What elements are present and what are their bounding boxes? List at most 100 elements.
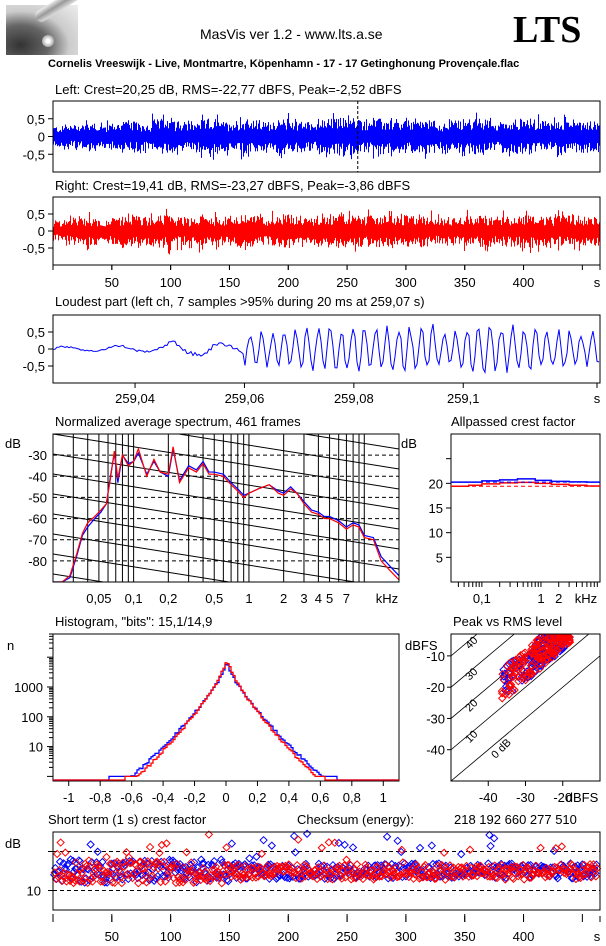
st-point-right — [479, 866, 489, 875]
pvr-point-right — [504, 690, 514, 699]
st-point-right — [145, 842, 155, 852]
st-point-right — [122, 848, 131, 857]
st-ytick-label: 10 — [27, 884, 41, 899]
pvr-point-left — [499, 672, 508, 681]
allpassed-xlabel: kHz — [575, 591, 597, 606]
histogram-xtick-label: -0,4 — [152, 790, 174, 805]
time-tick-label: 100 — [160, 275, 182, 290]
pvr-point-right — [526, 648, 536, 658]
pvr-point-right — [525, 666, 535, 676]
spectrum-ytick-label: -60 — [28, 512, 47, 527]
st-point-right — [227, 872, 236, 881]
spectrum-xtick-label: 7 — [343, 591, 350, 606]
st-point-right — [234, 860, 243, 870]
pvr-point-right — [543, 650, 552, 660]
st-point-right — [410, 870, 419, 879]
peak-vs-rms-title: Peak vs RMS level — [453, 614, 563, 629]
pvr-point-right — [550, 636, 559, 645]
st-point-left — [61, 865, 71, 874]
pvr-point-right — [527, 645, 536, 654]
st-point-right — [257, 849, 267, 858]
histogram-title: Histogram, "bits": 15,1/14,9 — [55, 614, 213, 629]
pvr-xtick-label: -30 — [516, 790, 535, 805]
spectrum-xtick-label: 0,05 — [86, 591, 111, 606]
spectrum-slope-line — [53, 714, 399, 769]
st-xtick-label: 200 — [277, 929, 299, 944]
st-point-right — [403, 869, 412, 878]
st-point-right — [510, 862, 519, 871]
st-point-right — [110, 878, 119, 887]
histogram-xtick-label: 0 — [222, 790, 229, 805]
st-point-right — [450, 873, 459, 882]
st-point-right — [109, 870, 118, 879]
st-point-left — [578, 860, 587, 869]
st-point-left — [485, 830, 494, 840]
pvr-point-right — [554, 634, 564, 642]
spectrum-slope-line — [175, 434, 399, 470]
st-point-right — [477, 868, 486, 878]
time-tick-label: 200 — [277, 275, 299, 290]
pvr-point-right — [510, 685, 519, 695]
st-point-right — [543, 871, 552, 880]
st-point-right — [362, 863, 371, 872]
spectrum-xtick-label: 1 — [245, 591, 252, 606]
st-point-right — [409, 874, 418, 883]
st-point-left — [267, 841, 277, 850]
pvr-point-right — [506, 680, 516, 689]
loudest-ytick-label: -0,5 — [23, 359, 45, 374]
st-point-right — [142, 878, 151, 887]
st-point-right — [204, 830, 214, 839]
st-point-right — [236, 875, 245, 884]
spectrum-slope-line — [53, 294, 399, 349]
st-point-right — [174, 873, 183, 882]
loudest-ytick-label: 0,5 — [27, 325, 45, 340]
st-point-left — [66, 855, 75, 864]
st-point-right — [251, 873, 261, 882]
short-term-crest-title: Short term (1 s) crest factor — [48, 812, 207, 827]
spectrum-ylabel: dB — [5, 436, 21, 451]
st-point-left — [88, 873, 98, 882]
st-xtick-label: 350 — [454, 929, 476, 944]
pvr-point-right — [497, 686, 507, 696]
st-point-right — [98, 877, 108, 886]
pvr-diagonal-label: 20 — [463, 697, 480, 714]
st-point-right — [370, 873, 379, 883]
pvr-ylabel: dBFS — [405, 638, 438, 653]
right-waveform-ytick-label: -0,5 — [23, 241, 45, 256]
st-point-right — [123, 869, 132, 879]
st-point-right — [396, 870, 405, 880]
st-point-right — [503, 865, 512, 874]
histogram-xtick-label: -0,8 — [89, 790, 111, 805]
st-point-right — [317, 843, 327, 852]
st-point-left — [217, 855, 226, 864]
st-point-right — [583, 862, 592, 872]
st-point-right — [384, 862, 394, 871]
histogram-ytick-label: 10 — [29, 740, 43, 755]
st-point-left — [189, 858, 199, 867]
checksum-value: 218 192 660 277 510 — [454, 812, 577, 827]
st-point-left — [289, 831, 299, 841]
spectrum-xtick-label: 0,1 — [125, 591, 143, 606]
spectrum-xtick-label: 0,2 — [159, 591, 177, 606]
st-point-right — [572, 867, 582, 876]
st-point-right — [201, 868, 210, 877]
st-point-right — [172, 859, 182, 869]
right-waveform-ytick-label: 0 — [38, 224, 45, 239]
st-point-left — [334, 838, 344, 848]
spectrum-slope-line — [53, 674, 399, 729]
st-point-right — [212, 873, 222, 882]
left-channel-title: Left: Crest=20,25 dB, RMS=-22,77 dBFS, P… — [55, 82, 402, 97]
st-point-right — [345, 860, 355, 869]
st-point-right — [561, 865, 570, 874]
histogram-ytick-label: 1000 — [14, 680, 43, 695]
st-point-right — [170, 863, 179, 872]
st-point-right — [235, 871, 244, 881]
st-point-right — [76, 865, 85, 874]
st-point-right — [255, 865, 264, 874]
allpassed-crest-title: Allpassed crest factor — [451, 414, 576, 429]
st-point-right — [138, 876, 148, 885]
pvr-point-right — [531, 649, 540, 659]
spectrum-slope-line — [53, 513, 399, 570]
spectrum-frame — [52, 433, 400, 583]
histogram-xtick-label: -0,2 — [183, 790, 205, 805]
